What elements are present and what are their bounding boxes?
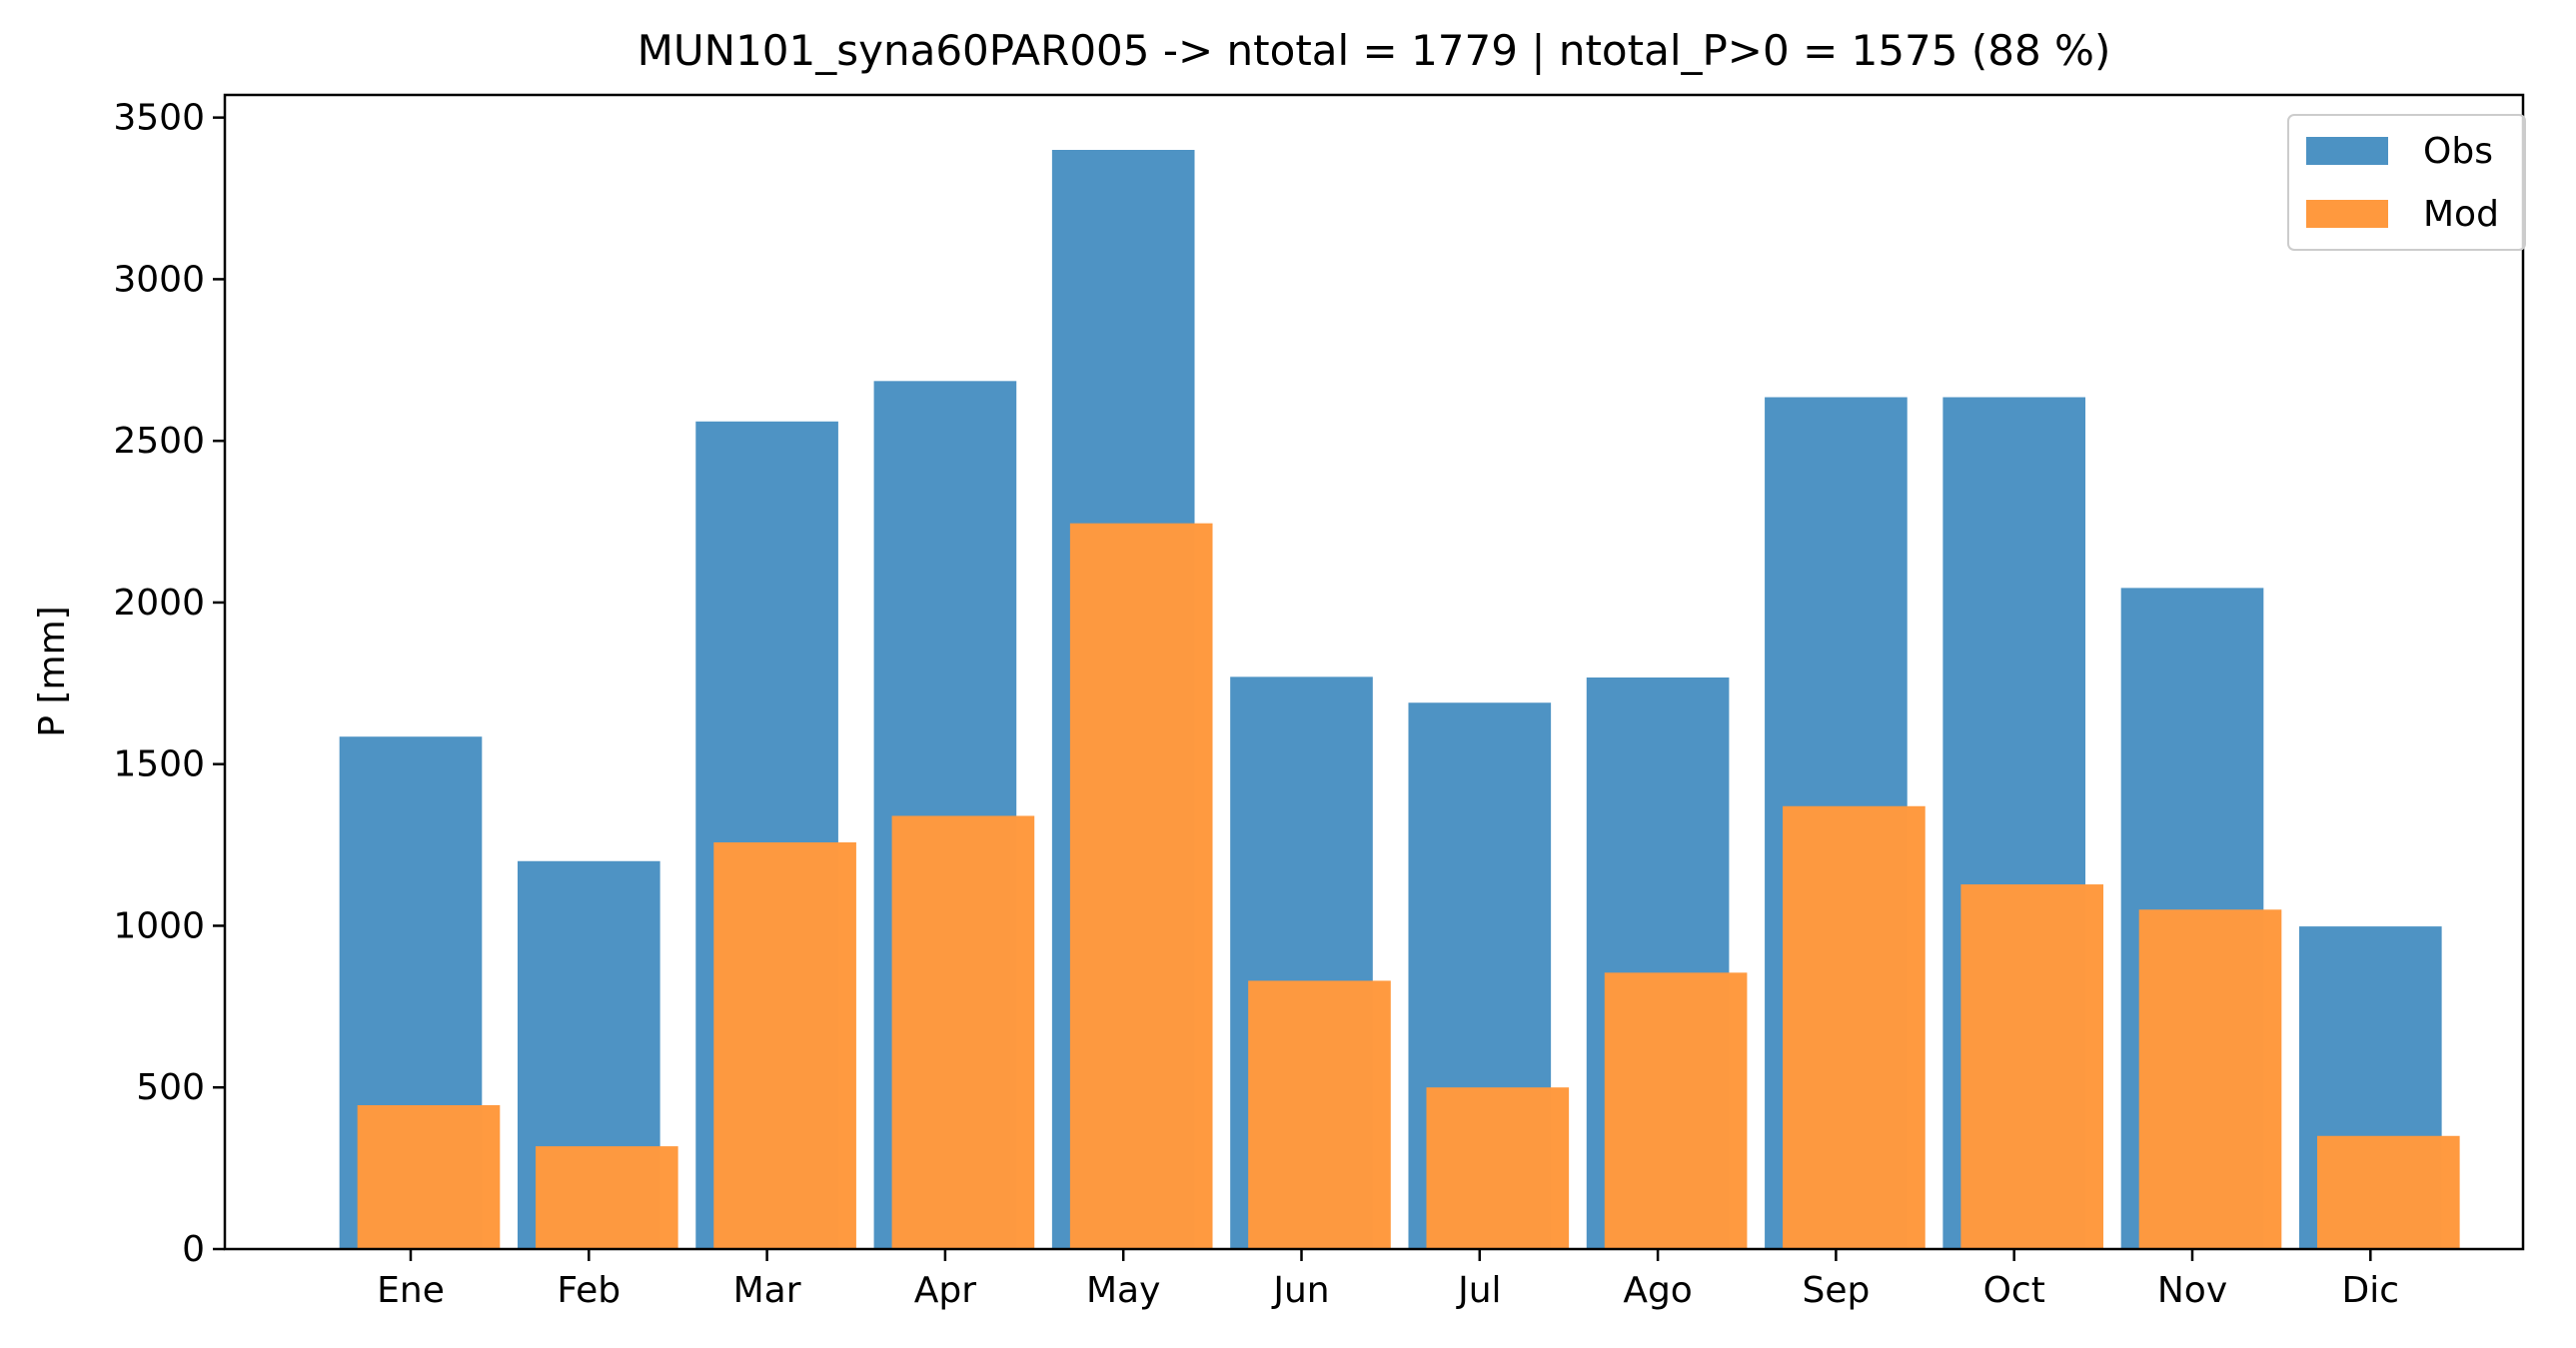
x-tick-label: Jul (1456, 1270, 1501, 1311)
bar-mod-mar (713, 842, 856, 1249)
bar-mod-dic (2316, 1135, 2460, 1249)
x-tick-label: Jun (1271, 1270, 1329, 1311)
y-tick-label: 500 (136, 1067, 205, 1108)
legend-label-obs: Obs (2423, 131, 2493, 172)
y-tick-label: 1500 (113, 744, 205, 785)
legend-swatch-obs (2306, 137, 2388, 165)
y-tick-label: 3500 (113, 98, 205, 139)
x-tick-label: Sep (1802, 1270, 1870, 1311)
bar-mod-ago (1604, 972, 1748, 1249)
x-tick-label: Ene (377, 1270, 445, 1311)
x-tick-label: Nov (2157, 1270, 2227, 1311)
y-axis: 0 500 1000 1500 2000 2500 3000 3500 (113, 98, 225, 1270)
legend: Obs Mod (2287, 114, 2526, 251)
bar-mod-may (1069, 523, 1213, 1249)
x-tick-label: Apr (914, 1270, 976, 1311)
bar-mod-ene (357, 1105, 501, 1249)
bar-mod-sep (1783, 805, 1926, 1249)
bar-mod-nov (2138, 909, 2282, 1249)
x-tick-label: Mar (733, 1270, 801, 1311)
x-tick-label: Feb (557, 1270, 621, 1311)
y-tick-label: 0 (182, 1229, 205, 1270)
x-tick-label: Oct (1983, 1270, 2045, 1311)
chart-title: MUN101_syna60PAR005 -> ntotal = 1779 | n… (638, 26, 2111, 75)
y-tick-label: 2000 (113, 583, 205, 624)
bar-mod-jun (1248, 980, 1391, 1249)
bar-mod-feb (535, 1146, 678, 1249)
legend-swatch-mod (2306, 200, 2388, 228)
bar-mod-oct (1960, 884, 2104, 1249)
y-axis-label: P [mm] (32, 606, 73, 736)
y-tick-label: 2500 (113, 421, 205, 462)
y-tick-label: 1000 (113, 905, 205, 946)
plot-bars (339, 150, 2460, 1250)
x-tick-label: May (1086, 1270, 1160, 1311)
x-tick-label: Dic (2342, 1270, 2400, 1311)
bar-mod-jul (1426, 1087, 1570, 1249)
legend-label-mod: Mod (2423, 194, 2499, 235)
bar-mod-apr (891, 815, 1035, 1249)
y-tick-label: 3000 (113, 259, 205, 300)
x-axis: Ene Feb Mar Apr May Jun Jul Ago Sep Oct Nov Dic (377, 1249, 2399, 1311)
plot-frame (223, 93, 2525, 1251)
x-tick-label: Ago (1623, 1270, 1693, 1311)
